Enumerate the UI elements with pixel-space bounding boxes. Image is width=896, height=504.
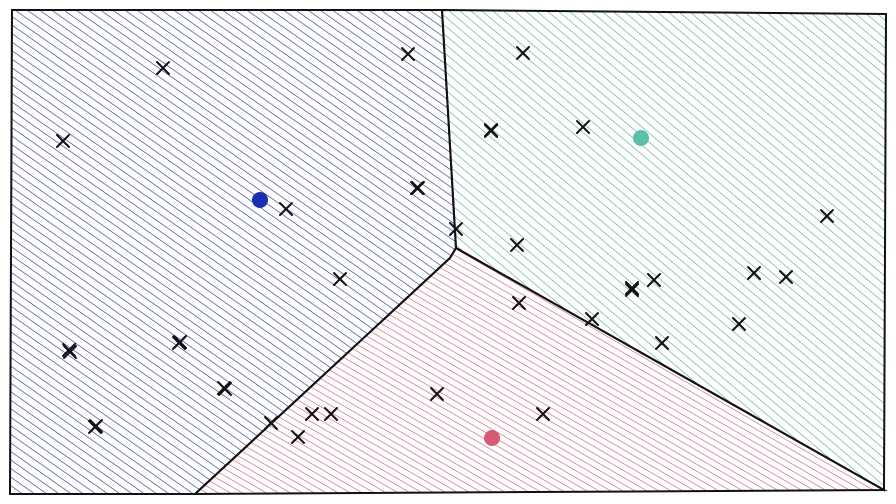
data-points [56,46,834,444]
data-point [516,46,530,60]
data-point [585,312,599,326]
data-point [820,209,834,223]
data-point [410,181,424,195]
centroid-blue [252,192,268,208]
data-point [647,273,661,287]
data-point [484,124,498,138]
data-point [512,296,526,310]
data-point [536,407,550,421]
data-point [747,266,761,280]
data-point [156,61,170,75]
data-point [401,47,415,61]
data-point [625,281,639,295]
data-point [576,120,590,134]
data-point [264,416,278,430]
data-point [732,317,746,331]
data-point [449,222,463,236]
data-point [510,238,524,252]
data-point [218,382,232,396]
centroid-teal [633,130,649,146]
data-point [779,270,793,284]
data-point [279,202,293,216]
data-point [56,134,70,148]
data-point [430,387,444,401]
data-point [655,336,669,350]
region-red [192,246,888,496]
centroids [252,130,649,446]
data-point [63,345,77,359]
data-point [172,336,186,350]
data-point [333,272,347,286]
data-point [89,419,103,433]
centroid-red [484,430,500,446]
data-point [625,283,639,297]
data-point [291,430,305,444]
data-point [324,407,338,421]
data-point [305,407,319,421]
